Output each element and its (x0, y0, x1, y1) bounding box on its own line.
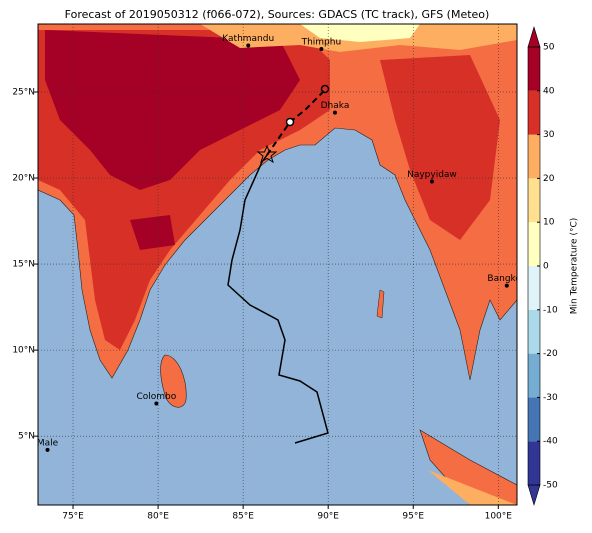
colorbar-tick-label: 0 (543, 262, 549, 272)
highland-cold (300, 24, 420, 42)
x-tick-label: 85°E (232, 512, 254, 522)
city-marker (504, 283, 509, 288)
colorbar-band (528, 266, 540, 310)
city-label: Bangkok (487, 274, 527, 284)
colorbar-band (528, 47, 540, 91)
land-hot (130, 215, 175, 250)
city-marker (154, 401, 159, 406)
city-label: Thimphu (301, 37, 342, 47)
city-label: Colombo (136, 392, 176, 402)
y-tick-label: 20°N (12, 174, 35, 184)
colorbar-tick-label: -40 (543, 437, 558, 447)
colorbar-tick-label: -20 (543, 349, 558, 359)
city-marker (319, 46, 324, 51)
y-tick-label: 25°N (12, 87, 35, 97)
colorbar-tick-label: 40 (543, 86, 555, 96)
colorbar-tick-label: -10 (543, 305, 558, 315)
land (428, 470, 517, 505)
track-start (256, 144, 278, 164)
colorbar-tick-label: -50 (543, 481, 558, 491)
colorbar-label: Min Temperature (°C) (570, 218, 580, 315)
city-label: Naypyidaw (407, 170, 457, 180)
colorbar-band (528, 134, 540, 179)
map-area: Kathmandu Thimphu Dhaka Naypyidaw Bangkok Col… (37, 24, 527, 505)
y-tick-label: 5°N (18, 432, 35, 442)
colorbar-band (528, 222, 540, 266)
x-tick-label: 80°E (147, 512, 169, 522)
y-tick-label: 10°N (12, 346, 35, 356)
track-point (285, 117, 295, 127)
x-tick-label: 75°E (62, 512, 84, 522)
y-tick-label: 15°N (12, 260, 35, 270)
colorbar-band (528, 353, 540, 398)
colorbar-band (528, 309, 540, 354)
city-marker (332, 110, 337, 115)
x-tick-label: 95°E (402, 512, 424, 522)
sri-lanka (160, 354, 187, 408)
x-tick-label: 100°E (485, 512, 513, 522)
andaman (376, 289, 385, 319)
colorbar-band (528, 178, 540, 223)
colorbar-extend (527, 25, 541, 48)
colorbar-band (528, 441, 540, 485)
city-marker (246, 43, 251, 48)
city-label: Dhaka (321, 101, 350, 111)
colorbar-tick-label: 10 (543, 218, 555, 228)
colorbar-extend (527, 484, 541, 507)
colorbar-tick-label: 20 (543, 174, 555, 184)
x-tick-label: 90°E (317, 512, 339, 522)
land (419, 429, 517, 505)
city-label: Male (37, 438, 59, 448)
colorbar-tick-label: -30 (543, 393, 558, 403)
land-warm (380, 55, 500, 240)
city-marker (45, 447, 50, 452)
land-hot (45, 30, 300, 190)
colorbar-band (528, 90, 540, 135)
colorbar-band (528, 397, 540, 442)
track-forecast (266, 89, 326, 156)
city-label: Kathmandu (222, 34, 274, 44)
track (227, 154, 329, 444)
title: Forecast of 2019050312 (f066-072), Sourc… (65, 8, 490, 21)
colorbar-tick-label: 30 (543, 130, 555, 140)
city-marker (429, 179, 434, 184)
colorbar-tick-label: 50 (543, 43, 555, 53)
track-point (320, 84, 330, 94)
